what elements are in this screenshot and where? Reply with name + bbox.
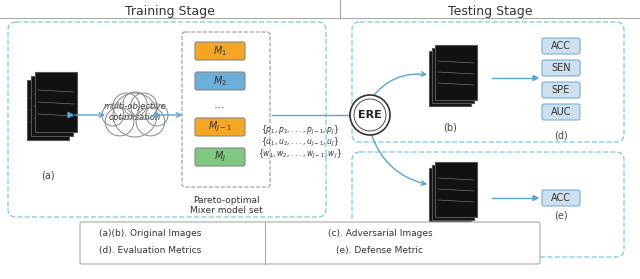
- FancyBboxPatch shape: [195, 118, 245, 136]
- Text: (e). Defense Metric: (e). Defense Metric: [337, 246, 424, 254]
- Text: Training Stage: Training Stage: [125, 6, 215, 18]
- FancyBboxPatch shape: [429, 167, 471, 222]
- Text: (e): (e): [554, 210, 568, 220]
- Text: ERE: ERE: [358, 110, 382, 120]
- FancyBboxPatch shape: [542, 60, 580, 76]
- Circle shape: [146, 104, 168, 126]
- Text: $M_J$: $M_J$: [214, 150, 226, 164]
- Text: (b): (b): [443, 123, 457, 133]
- FancyBboxPatch shape: [195, 42, 245, 60]
- Text: SEN: SEN: [551, 63, 571, 73]
- Text: Pareto-optimal
Mixer model set: Pareto-optimal Mixer model set: [189, 196, 262, 215]
- Polygon shape: [155, 112, 160, 117]
- Text: Testing Stage: Testing Stage: [448, 6, 532, 18]
- FancyBboxPatch shape: [27, 80, 69, 140]
- Circle shape: [106, 107, 134, 136]
- Text: (c). Adversarial Images: (c). Adversarial Images: [328, 230, 432, 239]
- Text: $M_2$: $M_2$: [213, 74, 227, 88]
- Text: ...: ...: [214, 98, 226, 112]
- FancyBboxPatch shape: [429, 50, 471, 105]
- FancyBboxPatch shape: [31, 76, 73, 136]
- Text: $M_{J-1}$: $M_{J-1}$: [208, 120, 232, 134]
- Text: SPE: SPE: [552, 85, 570, 95]
- Circle shape: [350, 95, 390, 135]
- Text: $M_1$: $M_1$: [213, 44, 227, 58]
- Circle shape: [123, 92, 147, 116]
- FancyBboxPatch shape: [435, 162, 477, 217]
- Text: AUC: AUC: [551, 107, 572, 117]
- Text: ACC: ACC: [551, 193, 571, 203]
- Text: $\{p_1, p_2, ..., p_{J-1}, p_J\}$: $\{p_1, p_2, ..., p_{J-1}, p_J\}$: [261, 123, 339, 136]
- Polygon shape: [350, 112, 356, 118]
- FancyBboxPatch shape: [432, 165, 474, 220]
- Circle shape: [136, 107, 164, 136]
- Circle shape: [113, 93, 140, 119]
- Polygon shape: [533, 76, 538, 81]
- FancyBboxPatch shape: [35, 72, 77, 132]
- FancyBboxPatch shape: [542, 82, 580, 98]
- FancyBboxPatch shape: [542, 104, 580, 120]
- FancyBboxPatch shape: [542, 190, 580, 206]
- Text: (d): (d): [554, 130, 568, 140]
- FancyBboxPatch shape: [80, 222, 540, 264]
- Text: (d). Evaluation Metrics: (d). Evaluation Metrics: [99, 246, 201, 254]
- FancyBboxPatch shape: [432, 47, 474, 102]
- Text: (c): (c): [444, 238, 456, 248]
- Circle shape: [113, 93, 157, 137]
- Polygon shape: [68, 112, 73, 117]
- Text: multi-objective
optimization: multi-objective optimization: [104, 102, 166, 122]
- Polygon shape: [533, 196, 538, 201]
- Circle shape: [102, 104, 124, 126]
- FancyBboxPatch shape: [542, 38, 580, 54]
- Text: $\{w_1, w_2, ..., w_{J-1}, w_J\}$: $\{w_1, w_2, ..., w_{J-1}, w_J\}$: [258, 147, 342, 160]
- FancyBboxPatch shape: [435, 44, 477, 100]
- Circle shape: [131, 93, 157, 119]
- Text: (a): (a): [41, 170, 55, 180]
- Text: $\{u_1, u_2, ..., u_{J-1}, u_J\}$: $\{u_1, u_2, ..., u_{J-1}, u_J\}$: [261, 135, 339, 148]
- Text: (a)(b). Original Images: (a)(b). Original Images: [99, 230, 201, 239]
- FancyBboxPatch shape: [195, 148, 245, 166]
- Text: ACC: ACC: [551, 41, 571, 51]
- FancyBboxPatch shape: [195, 72, 245, 90]
